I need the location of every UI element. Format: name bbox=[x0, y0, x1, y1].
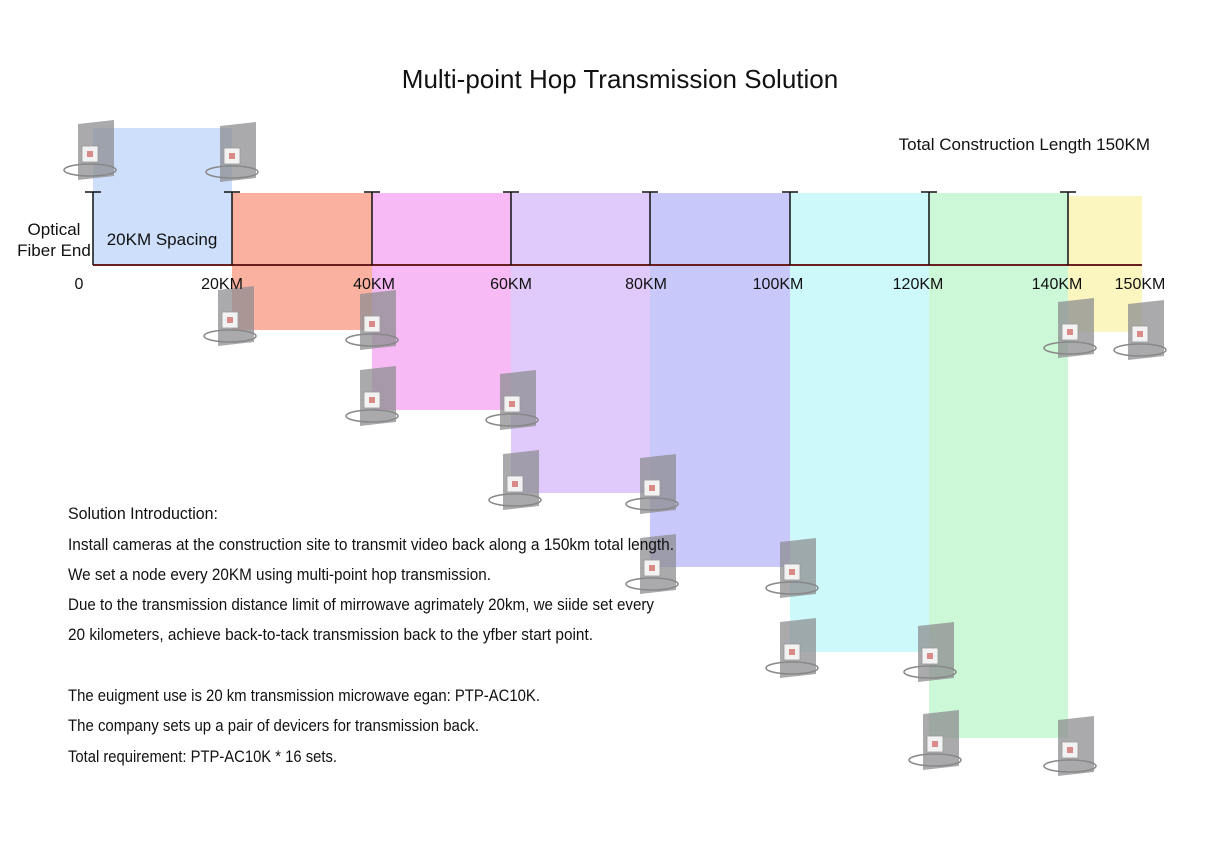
band bbox=[650, 193, 790, 567]
band bbox=[232, 193, 372, 330]
device-chip bbox=[512, 481, 518, 487]
device-chip bbox=[227, 317, 233, 323]
device-icon bbox=[205, 122, 259, 182]
axis-label: 0 bbox=[75, 276, 84, 293]
intro-line: Install cameras at the construction site… bbox=[68, 535, 674, 554]
device-chip bbox=[87, 151, 93, 157]
axis-label: 40KM bbox=[353, 276, 395, 293]
device-mount bbox=[345, 333, 399, 347]
device-icon bbox=[765, 538, 819, 598]
device-icon bbox=[345, 290, 399, 350]
device-mount bbox=[203, 329, 257, 343]
device-chip bbox=[369, 397, 375, 403]
intro-line: 20 kilometers, achieve back-to-tack tran… bbox=[68, 625, 593, 644]
intro-line: Total requirement: PTP-AC10K * 16 sets. bbox=[68, 747, 337, 766]
device-icon bbox=[1043, 716, 1097, 776]
intro-line: The company sets up a pair of devicers f… bbox=[68, 716, 479, 735]
intro-heading: Solution Introduction: bbox=[68, 504, 218, 523]
axis-label: 60KM bbox=[490, 276, 532, 293]
device-icon bbox=[1113, 300, 1167, 360]
device-mount bbox=[488, 493, 542, 507]
device-icon bbox=[1043, 298, 1097, 358]
device-chip bbox=[789, 649, 795, 655]
device-mount bbox=[903, 665, 957, 679]
device-mount bbox=[765, 661, 819, 675]
device-mount bbox=[1043, 759, 1097, 773]
device-mount bbox=[1113, 343, 1167, 357]
intro-line: We set a node every 20KM using multi-poi… bbox=[68, 565, 491, 584]
device-chip bbox=[789, 569, 795, 575]
device-icon bbox=[203, 286, 257, 346]
start-label: Optical bbox=[28, 220, 81, 239]
spacing-label: 20KM Spacing bbox=[107, 230, 218, 249]
axis-label: 140KM bbox=[1032, 276, 1083, 293]
device-chip bbox=[1067, 329, 1073, 335]
title: Multi-point Hop Transmission Solution bbox=[402, 64, 838, 94]
device-icon bbox=[903, 622, 957, 682]
device-mount bbox=[63, 163, 117, 177]
introduction: Solution Introduction: Install cameras a… bbox=[68, 504, 674, 766]
axis-label: 120KM bbox=[893, 276, 944, 293]
device-chip bbox=[229, 153, 235, 159]
axis: 0 20KM 40KM 60KM 80KM 100KM 120KM 140KM 150KM bbox=[75, 191, 1166, 293]
device-chip bbox=[932, 741, 938, 747]
device-chip bbox=[1137, 331, 1143, 337]
device-icon bbox=[63, 120, 117, 180]
device-icon bbox=[625, 534, 679, 594]
axis-label: 80KM bbox=[625, 276, 667, 293]
device-chip bbox=[927, 653, 933, 659]
axis-label: 20KM bbox=[201, 276, 243, 293]
device-icon bbox=[765, 618, 819, 678]
device-icon bbox=[625, 454, 679, 514]
device-chip bbox=[649, 565, 655, 571]
devices bbox=[63, 120, 1167, 776]
axis-label: 150KM bbox=[1115, 276, 1166, 293]
axis-label: 100KM bbox=[753, 276, 804, 293]
device-chip bbox=[649, 485, 655, 491]
device-icon bbox=[485, 370, 539, 430]
device-mount bbox=[485, 413, 539, 427]
device-mount bbox=[625, 577, 679, 591]
device-chip bbox=[1067, 747, 1073, 753]
device-mount bbox=[625, 497, 679, 511]
device-icon bbox=[488, 450, 542, 510]
device-mount bbox=[765, 581, 819, 595]
device-icon bbox=[345, 366, 399, 426]
device-chip bbox=[369, 321, 375, 327]
start-label: Fiber End bbox=[17, 241, 91, 260]
intro-line: Due to the transmission distance limit o… bbox=[68, 595, 654, 614]
device-mount bbox=[205, 165, 259, 179]
device-mount bbox=[1043, 341, 1097, 355]
total-length: Total Construction Length 150KM bbox=[899, 135, 1150, 154]
device-chip bbox=[509, 401, 515, 407]
device-mount bbox=[908, 753, 962, 767]
device-icon bbox=[908, 710, 962, 770]
band bbox=[511, 193, 650, 493]
device-mount bbox=[345, 409, 399, 423]
intro-line: The euigment use is 20 km transmission m… bbox=[68, 686, 540, 705]
band bbox=[93, 128, 232, 265]
